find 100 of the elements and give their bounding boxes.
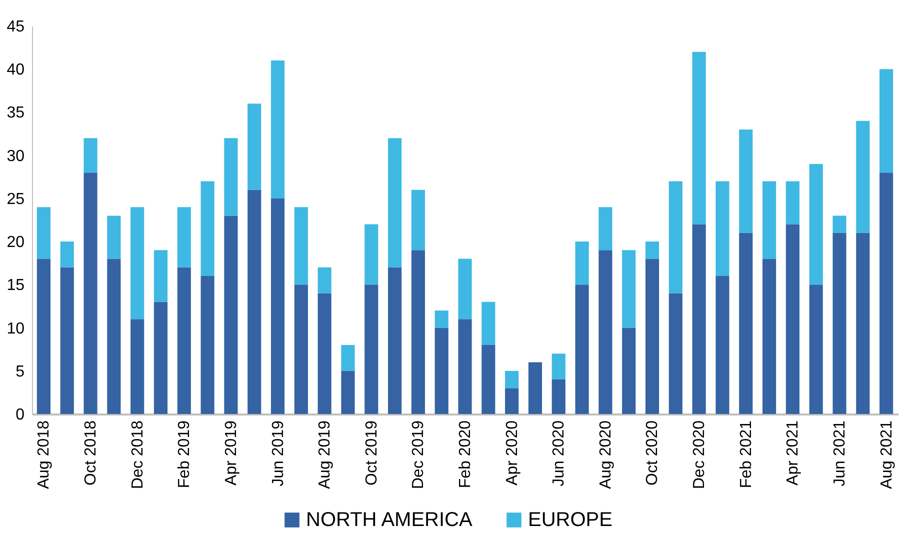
bar <box>575 242 589 285</box>
bar <box>177 267 191 414</box>
x-tick-label: Feb 2019 <box>176 420 194 488</box>
y-tick-label: 20 <box>6 234 25 252</box>
bar <box>248 190 262 414</box>
x-tick-label: Aug 2018 <box>36 420 53 490</box>
bar <box>622 328 636 414</box>
y-tick-label: 10 <box>6 320 25 338</box>
bar <box>130 319 144 414</box>
x-tick-label: Dec 2018 <box>129 420 146 489</box>
bar <box>36 207 50 259</box>
bar <box>224 138 238 216</box>
legend-label: EUROPE <box>528 509 612 531</box>
bar <box>364 284 378 414</box>
bar <box>458 258 472 320</box>
bar <box>84 172 98 414</box>
bar <box>294 207 308 285</box>
x-tick-label: Oct 2018 <box>82 420 100 486</box>
bar <box>716 181 730 276</box>
bar <box>505 370 519 388</box>
bar <box>622 250 636 328</box>
bar <box>762 181 776 259</box>
x-tick-label: Aug 2021 <box>878 420 896 490</box>
y-tick-label: 15 <box>6 277 25 294</box>
bar <box>318 293 332 414</box>
bar <box>388 138 402 268</box>
bar <box>739 129 753 233</box>
y-tick-label: 45 <box>6 18 25 36</box>
bar <box>130 207 144 320</box>
bar <box>668 181 682 294</box>
bar <box>786 224 800 414</box>
bar <box>200 181 214 276</box>
bar <box>598 250 612 414</box>
bar <box>60 242 74 268</box>
bar <box>411 190 425 250</box>
bar <box>434 328 448 414</box>
x-tick-label: Jun 2019 <box>270 420 287 486</box>
bar <box>388 267 402 414</box>
x-tick-label: Dec 2020 <box>691 420 708 489</box>
x-tick-label: Jun 2020 <box>550 420 568 486</box>
bar <box>762 258 776 414</box>
bar <box>856 232 870 414</box>
bar <box>154 250 168 302</box>
bar <box>107 258 121 414</box>
bar <box>645 258 660 414</box>
bar <box>786 181 800 224</box>
bar <box>739 232 753 414</box>
bar <box>716 276 730 414</box>
bar <box>809 284 823 414</box>
bar <box>248 104 262 190</box>
x-tick-label: Apr 2021 <box>784 420 802 486</box>
x-tick-label: Aug 2019 <box>316 420 334 490</box>
y-tick-label: 0 <box>16 406 25 424</box>
bar <box>270 198 285 414</box>
legend-label: NORTH AMERICA <box>306 509 473 531</box>
bar <box>84 138 98 173</box>
bar <box>107 216 121 259</box>
x-tick-label: Dec 2019 <box>410 420 428 489</box>
bar <box>505 388 519 414</box>
x-tick-label: Apr 2020 <box>504 420 521 486</box>
bar <box>434 310 448 328</box>
bar <box>598 207 612 250</box>
bar <box>645 242 660 259</box>
bar <box>318 267 332 294</box>
bar <box>528 362 542 414</box>
y-tick-label: 30 <box>6 148 25 165</box>
y-tick-label: 40 <box>6 62 25 79</box>
bar <box>856 120 870 233</box>
x-tick-label: Jun 2021 <box>831 420 848 486</box>
bar <box>60 267 74 414</box>
bar <box>692 52 706 224</box>
bar <box>341 370 355 414</box>
bar <box>341 345 355 371</box>
bar <box>552 354 566 380</box>
bar <box>880 69 894 173</box>
x-tick-label: Oct 2020 <box>644 420 662 486</box>
x-tick-label: Feb 2021 <box>738 420 755 488</box>
bar <box>880 172 894 414</box>
bar <box>154 302 168 414</box>
bar <box>832 232 846 414</box>
bar <box>177 207 191 268</box>
bar <box>692 224 706 414</box>
bar <box>270 60 285 198</box>
bar <box>294 284 308 414</box>
bar <box>552 380 566 414</box>
x-tick-label: Apr 2019 <box>222 420 240 486</box>
bar <box>200 276 214 414</box>
bar <box>411 250 425 414</box>
bar <box>575 284 589 414</box>
bar <box>224 216 238 414</box>
y-tick-label: 5 <box>16 363 25 380</box>
x-tick-label: Aug 2020 <box>597 420 614 490</box>
bar <box>458 319 472 414</box>
bar <box>482 302 496 346</box>
y-tick-label: 25 <box>6 190 25 208</box>
y-tick-label: 35 <box>6 104 25 122</box>
bar <box>364 224 378 285</box>
bar <box>36 258 50 414</box>
x-tick-label: Feb 2020 <box>457 420 474 488</box>
bar <box>809 164 823 285</box>
